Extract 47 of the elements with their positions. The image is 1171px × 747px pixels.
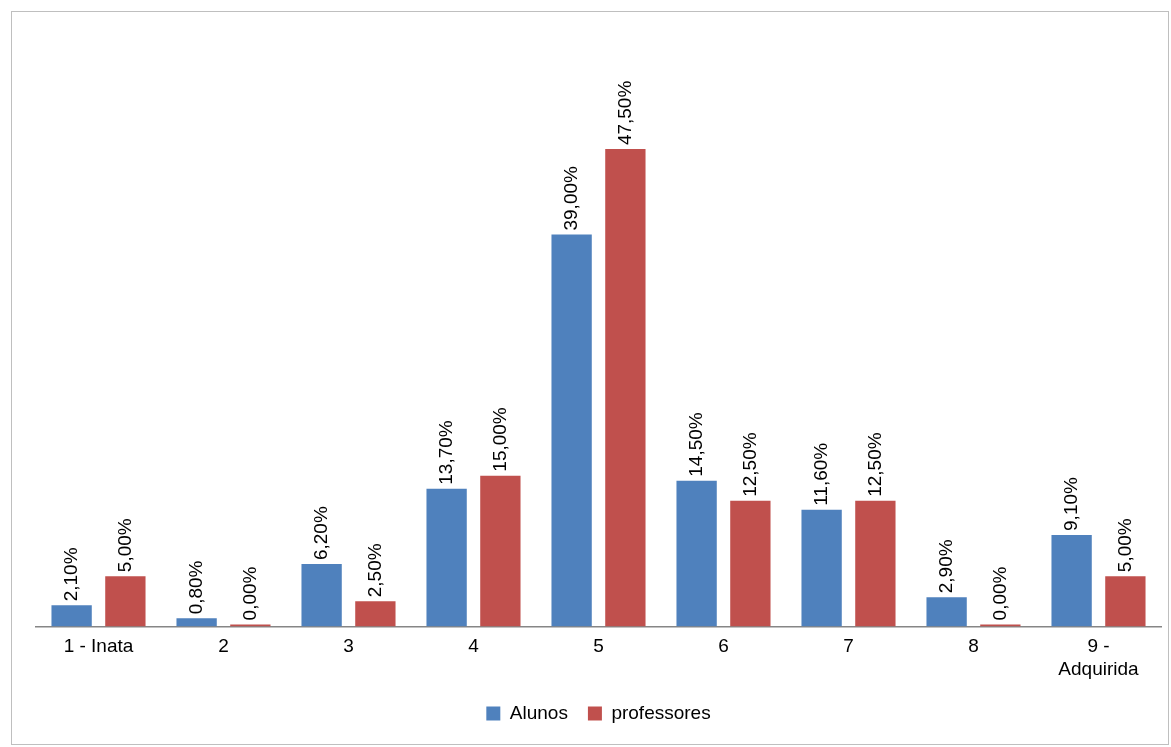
x-tick-label: 9 - Adquirida	[1058, 635, 1140, 679]
x-tick-label: 1 - Inata	[63, 635, 134, 657]
bar	[676, 480, 717, 627]
legend-label: professores	[611, 701, 711, 723]
data-label: 47,50%	[613, 80, 635, 146]
data-label: 11,60%	[809, 442, 831, 506]
x-tick-label: 6	[718, 635, 729, 657]
x-tick-label: 8	[968, 635, 979, 657]
x-tick-label: 4	[468, 635, 480, 657]
x-tick-label: 7	[843, 635, 854, 657]
data-label: 2,50%	[363, 543, 385, 598]
bar	[480, 475, 521, 627]
bar	[51, 605, 92, 627]
data-label: 6,20%	[309, 506, 331, 561]
x-tick-label: 5	[593, 635, 604, 657]
data-label: 13,70%	[434, 420, 456, 485]
bar	[230, 624, 271, 627]
bar	[855, 500, 896, 627]
bar	[605, 149, 646, 627]
data-label: 0,80%	[184, 560, 206, 615]
data-label: 15,00%	[488, 407, 510, 472]
data-label: 14,50%	[684, 412, 706, 477]
bar	[105, 576, 146, 627]
data-label: 9,10%	[1059, 476, 1081, 531]
bar	[426, 488, 467, 627]
data-label: 0,00%	[988, 566, 1010, 621]
data-label: 12,50%	[863, 432, 885, 497]
data-label: 39,00%	[559, 165, 581, 231]
bar	[926, 597, 967, 627]
x-tick-label: 2	[218, 635, 229, 657]
bar	[176, 618, 217, 627]
data-label: 2,90%	[934, 539, 956, 594]
bar	[801, 509, 842, 627]
bar	[980, 624, 1021, 627]
bar	[1105, 576, 1146, 627]
bar	[355, 601, 396, 627]
bar	[1051, 534, 1092, 627]
data-label: 2,10%	[59, 547, 81, 602]
data-label: 5,00%	[113, 518, 135, 573]
data-label: 0,00%	[238, 566, 260, 621]
x-tick-label: 3	[343, 635, 354, 657]
bar	[730, 500, 771, 627]
data-label: 12,50%	[738, 432, 760, 497]
bar	[551, 234, 592, 627]
legend-label: Alunos	[509, 701, 568, 723]
bar	[301, 564, 342, 627]
data-label: 5,00%	[1113, 518, 1135, 573]
